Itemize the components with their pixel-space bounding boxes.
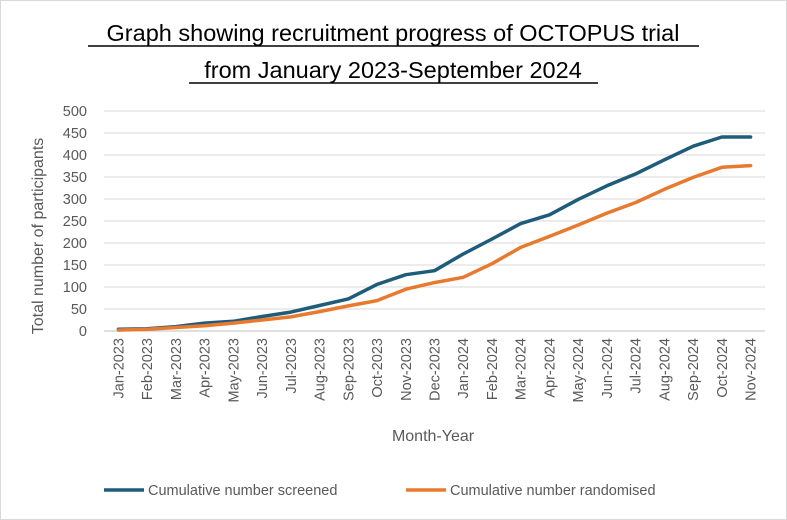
x-tick-labels: Jan-2023 Feb-2023 Mar-2023 Apr-2023 May-2023… bbox=[111, 338, 759, 402]
gridlines bbox=[104, 110, 765, 332]
x-tick-label: Jul-2024 bbox=[629, 338, 645, 394]
y-axis-title: Total number of participants bbox=[30, 138, 47, 335]
x-tick-label: Jun-2024 bbox=[600, 338, 616, 398]
x-tick-label: May-2023 bbox=[226, 338, 242, 402]
x-tick-label: Nov-2023 bbox=[399, 338, 415, 401]
y-tick-label: 350 bbox=[63, 170, 87, 186]
x-tick-label: Jul-2023 bbox=[284, 338, 300, 394]
series-line-randomised bbox=[116, 163, 753, 332]
x-tick-label: Oct-2024 bbox=[715, 338, 731, 398]
x-tick-label: Dec-2023 bbox=[428, 338, 444, 401]
y-tick-label: 500 bbox=[63, 104, 87, 120]
x-tick-label: Aug-2024 bbox=[657, 338, 673, 401]
legend: Cumulative number screened Cumulative nu… bbox=[104, 483, 656, 499]
y-tick-label: 100 bbox=[63, 280, 87, 296]
x-tick-label: Mar-2023 bbox=[169, 338, 185, 400]
y-tick-label: 300 bbox=[63, 192, 87, 208]
chart-title-line-2: from January 2023-September 2024 bbox=[204, 57, 582, 83]
x-tick-label: Apr-2023 bbox=[198, 338, 214, 398]
x-tick-label: Mar-2024 bbox=[514, 338, 530, 400]
y-tick-label: 200 bbox=[63, 236, 87, 252]
x-tick-label: Jun-2023 bbox=[255, 338, 271, 398]
x-tick-label: Feb-2023 bbox=[140, 338, 156, 400]
y-tick-label: 50 bbox=[71, 302, 87, 318]
y-tick-label: 250 bbox=[63, 214, 87, 230]
x-tick-label: Apr-2024 bbox=[542, 338, 558, 398]
x-tick-label: Aug-2023 bbox=[313, 338, 329, 401]
y-tick-label: 400 bbox=[63, 148, 87, 164]
x-tick-label: Sep-2023 bbox=[341, 338, 357, 401]
x-tick-label: Nov-2024 bbox=[744, 338, 760, 401]
x-tick-label: May-2024 bbox=[571, 338, 587, 402]
y-tick-label: 0 bbox=[79, 324, 87, 340]
x-axis-title: Month-Year bbox=[392, 428, 475, 445]
x-tick-label: Sep-2024 bbox=[686, 338, 702, 401]
x-tick-label: Jan-2024 bbox=[456, 338, 472, 398]
x-tick-label: Feb-2024 bbox=[485, 338, 501, 400]
y-tick-labels: 0 50 100 150 200 250 300 350 400 450 500 bbox=[63, 104, 87, 340]
y-tick-label: 150 bbox=[63, 258, 87, 274]
x-tick-label: Jan-2023 bbox=[111, 338, 127, 398]
series-lines bbox=[116, 135, 753, 332]
x-tick-label: Oct-2023 bbox=[370, 338, 386, 398]
legend-label-screened: Cumulative number screened bbox=[148, 483, 337, 499]
legend-label-randomised: Cumulative number randomised bbox=[450, 483, 656, 499]
series-line-screened bbox=[116, 135, 753, 331]
y-tick-label: 450 bbox=[63, 126, 87, 142]
chart-title-line-1: Graph showing recruitment progress of OC… bbox=[107, 20, 680, 46]
